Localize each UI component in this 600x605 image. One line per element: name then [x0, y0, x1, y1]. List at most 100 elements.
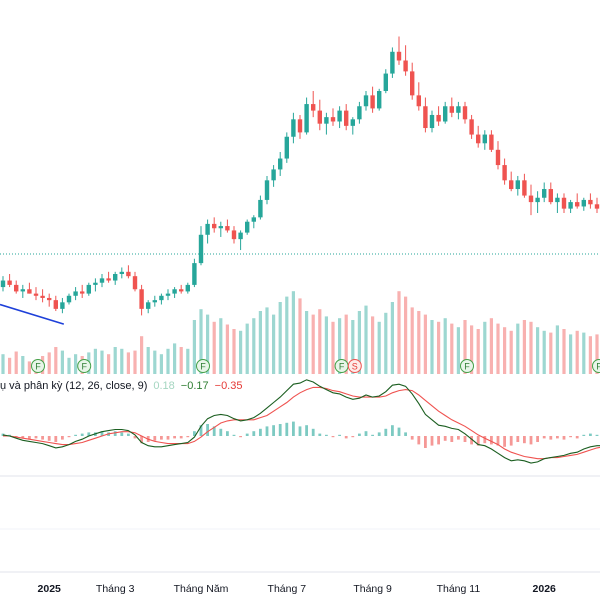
time-axis-label: 2026 — [533, 583, 557, 595]
macd-histogram-bar — [378, 432, 381, 436]
macd-histogram-bar — [54, 436, 57, 442]
candle-body — [106, 278, 110, 280]
event-marker-label: F — [339, 362, 345, 372]
candle — [582, 198, 586, 211]
candle-body — [120, 272, 124, 274]
volume-bar — [417, 311, 420, 374]
volume-bar — [48, 352, 51, 374]
candle — [575, 193, 579, 208]
volume-bar — [437, 322, 440, 374]
volume-bar — [490, 318, 493, 374]
candle — [238, 230, 242, 250]
time-axis-label: Tháng 9 — [353, 583, 392, 595]
candle-body — [483, 135, 487, 144]
candle-body — [73, 291, 77, 295]
candle-body — [126, 272, 130, 276]
volume-bar — [246, 324, 249, 374]
event-marker-f[interactable]: F — [197, 360, 210, 373]
candle-body — [562, 198, 566, 209]
volume-bar — [232, 329, 235, 374]
macd-histogram-bar — [351, 436, 354, 437]
candle — [529, 185, 533, 216]
volume-bar — [259, 311, 262, 374]
candle — [285, 132, 289, 163]
candle — [403, 45, 407, 76]
macd-histogram-bar — [160, 436, 163, 440]
candle-body — [40, 296, 44, 298]
candle-body — [258, 200, 262, 217]
candle-body — [212, 224, 216, 228]
candle — [397, 37, 401, 65]
macd-histogram-bar — [444, 436, 447, 441]
candle — [100, 274, 104, 287]
macd-legend[interactable]: ụ và phân kỳ (12, 26, close, 9) 0.18 −0.… — [0, 380, 242, 392]
candle — [27, 283, 31, 294]
volume-bar — [312, 315, 315, 374]
candle-body — [535, 198, 539, 202]
volume-bar — [318, 309, 321, 374]
volume-bar — [28, 361, 31, 374]
event-marker-f[interactable]: F — [78, 360, 91, 373]
candle — [87, 283, 91, 296]
macd-histogram-bar — [358, 434, 361, 436]
candle — [192, 259, 196, 287]
volume-bar — [213, 322, 216, 374]
event-marker-f[interactable]: F — [32, 360, 45, 373]
event-marker-label: F — [200, 362, 206, 372]
candle-body — [588, 200, 592, 204]
candle — [509, 172, 513, 192]
macd-histogram-bar — [266, 426, 269, 436]
candle-body — [232, 230, 236, 239]
candle-body — [54, 300, 58, 309]
candle — [304, 98, 308, 135]
candle — [535, 191, 539, 213]
macd-histogram-bar — [305, 425, 308, 436]
event-marker-f[interactable]: F — [593, 360, 600, 373]
candle — [93, 278, 97, 291]
volume-bar — [450, 324, 453, 374]
macd-legend-title: ụ và phân kỳ (12, 26, close, 9) — [0, 380, 147, 392]
macd-histogram-bar — [523, 436, 526, 443]
candle-body — [47, 298, 51, 300]
candle — [516, 176, 520, 196]
candle — [337, 106, 341, 128]
volume-bar — [1, 354, 4, 374]
candle — [291, 113, 295, 144]
volume-bar — [496, 324, 499, 374]
event-marker-label: S — [352, 362, 358, 372]
candle — [311, 91, 315, 117]
candle — [14, 281, 18, 294]
volume-bar — [107, 354, 110, 374]
candle — [344, 104, 348, 130]
candle — [483, 130, 487, 150]
candle-body — [516, 180, 520, 189]
macd-histogram-bar — [279, 424, 282, 436]
macd-histogram-bar — [272, 425, 275, 436]
candle-body — [390, 52, 394, 74]
candle-body — [423, 106, 427, 128]
macd-histogram-bar — [371, 435, 374, 436]
candle — [21, 285, 25, 298]
candle-body — [146, 302, 150, 309]
macd-histogram-bar — [127, 434, 130, 436]
candle — [555, 193, 559, 213]
candle — [258, 196, 262, 220]
candle — [469, 115, 473, 139]
event-marker-f[interactable]: F — [335, 360, 348, 373]
candle-body — [357, 106, 361, 119]
candle-body — [496, 150, 500, 165]
candle — [54, 296, 58, 311]
volume-bar — [133, 351, 136, 374]
candle-body — [397, 52, 401, 61]
candle-body — [153, 300, 157, 302]
event-marker-f[interactable]: F — [461, 360, 474, 373]
volume-bar — [576, 331, 579, 374]
event-marker-s[interactable]: S — [348, 360, 361, 373]
macd-histogram-bar — [226, 431, 229, 436]
candle-body — [568, 202, 572, 209]
candle — [219, 222, 223, 237]
candle-body — [100, 278, 104, 282]
volume-bar — [589, 336, 592, 374]
